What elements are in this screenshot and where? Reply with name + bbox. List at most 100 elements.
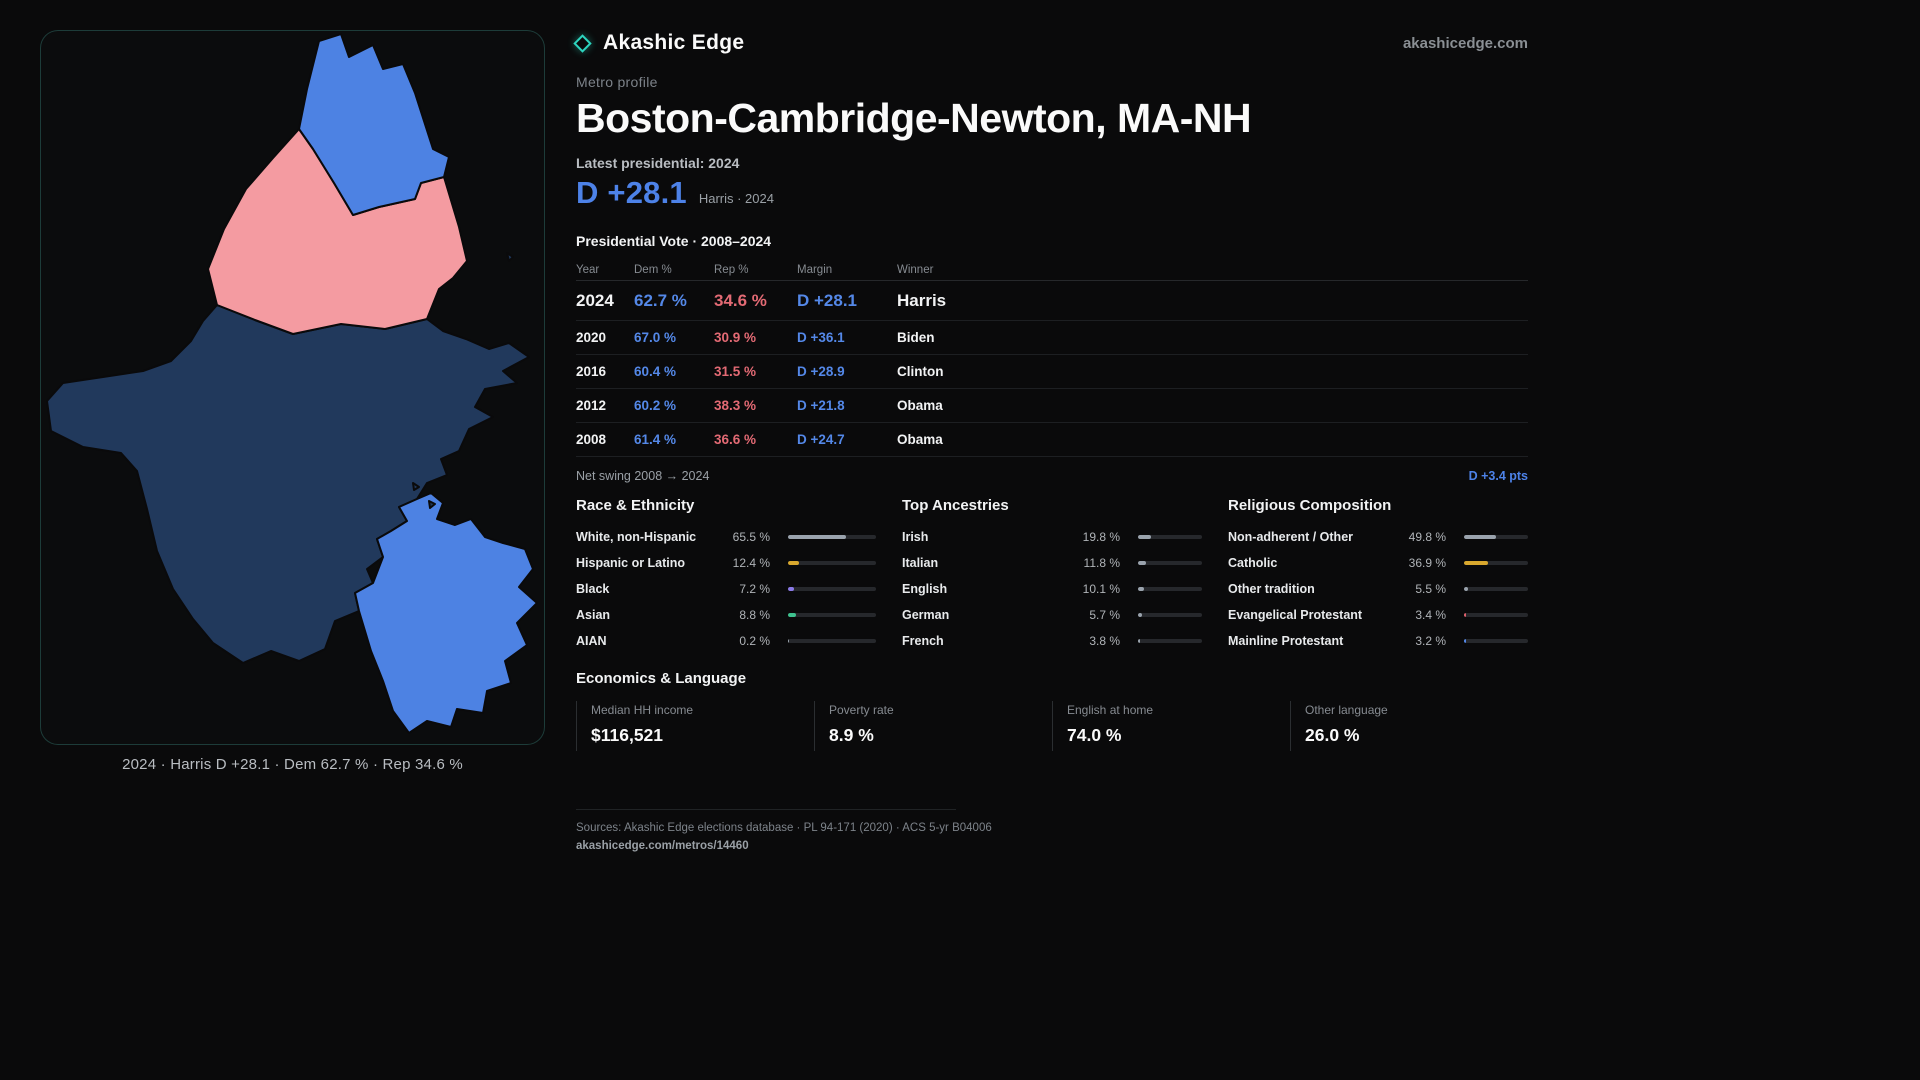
- table-row-2020: 2020 67.0 % 30.9 % D +36.1 Biden: [576, 321, 1528, 356]
- map-island: [412, 482, 420, 491]
- table-row-2016: 2016 60.4 % 31.5 % D +28.9 Clinton: [576, 355, 1528, 390]
- demo-bar-fill: [1138, 639, 1141, 644]
- net-swing-label: Net swing 2008 → 2024: [576, 469, 710, 484]
- cell-margin: D +28.9: [797, 364, 845, 380]
- demo-label: AIAN: [576, 634, 607, 649]
- demo-row: Evangelical Protestant 3.4 %: [1228, 602, 1528, 628]
- cell-dem: 60.2 %: [634, 398, 677, 414]
- map-island: [506, 252, 514, 262]
- demo-row: German 5.7 %: [902, 602, 1202, 628]
- demo-bar-track: [788, 613, 876, 618]
- demo-column-title: Top Ancestries: [902, 497, 1009, 515]
- site-link[interactable]: akashicedge.com: [1402, 34, 1528, 52]
- race-ethnicity-column: Race & Ethnicity White, non-Hispanic 65.…: [576, 497, 876, 654]
- demo-bar-fill: [1464, 613, 1467, 618]
- demo-row: English 10.1 %: [902, 576, 1202, 602]
- cell-year: 2024: [576, 290, 614, 310]
- demo-label: Italian: [902, 556, 939, 571]
- cell-rep: 30.9 %: [714, 330, 757, 346]
- demo-value: 36.9 %: [1408, 556, 1446, 571]
- demo-bar-track: [1138, 613, 1202, 618]
- col-rep: Rep %: [714, 263, 749, 276]
- demo-bar-track: [1464, 639, 1528, 644]
- demo-label: English: [902, 582, 948, 597]
- map-panel: [40, 30, 545, 745]
- table-row-2008: 2008 61.4 % 36.6 % D +24.7 Obama: [576, 423, 1528, 458]
- net-swing-row: Net swing 2008 → 2024 D +3.4 pts: [576, 457, 1528, 483]
- demo-label: French: [902, 634, 944, 649]
- stat-label: English at home: [1067, 703, 1154, 718]
- economics-title: Economics & Language: [576, 670, 747, 688]
- cell-dem: 61.4 %: [634, 432, 677, 448]
- cell-year: 2020: [576, 330, 607, 346]
- cell-year: 2012: [576, 398, 607, 414]
- cell-winner: Obama: [897, 398, 943, 414]
- demo-label: Hispanic or Latino: [576, 556, 686, 571]
- net-swing-value: D +3.4 pts: [1468, 469, 1528, 484]
- cell-margin: D +36.1: [797, 330, 845, 346]
- map-caption: 2024 · Harris D +28.1 · Dem 62.7 % · Rep…: [122, 756, 463, 773]
- demo-bar-track: [788, 561, 876, 566]
- demo-row: Italian 11.8 %: [902, 550, 1202, 576]
- demo-label: Irish: [902, 530, 929, 545]
- demo-bar-track: [1138, 561, 1202, 566]
- demo-value: 10.1 %: [1082, 582, 1120, 597]
- map-region-north-county[interactable]: [298, 33, 450, 216]
- demo-bar-fill: [1464, 535, 1496, 540]
- demo-value: 0.2 %: [739, 634, 770, 649]
- demo-value: 11.8 %: [1083, 556, 1120, 571]
- demo-value: 3.4 %: [1415, 608, 1446, 623]
- footer-divider: [576, 809, 956, 811]
- headline-margin-value: D +28.1: [576, 175, 687, 211]
- cell-rep: 36.6 %: [714, 432, 757, 448]
- cell-rep: 34.6 %: [714, 290, 767, 310]
- demo-value: 12.4 %: [732, 556, 770, 571]
- vote-table: Year Dem % Rep % Margin Winner 2024 62.7…: [576, 259, 1528, 458]
- stat-label: Other language: [1305, 703, 1388, 718]
- demo-bar-track: [788, 535, 876, 540]
- brand: Akashic Edge: [573, 31, 744, 55]
- demo-row: Mainline Protestant 3.2 %: [1228, 628, 1528, 654]
- demo-row: White, non-Hispanic 65.5 %: [576, 524, 876, 550]
- demo-value: 49.8 %: [1408, 530, 1446, 545]
- demo-bar-track: [1464, 587, 1528, 592]
- vote-table-title: Presidential Vote · 2008–2024: [576, 233, 772, 250]
- demographics-section: Race & Ethnicity White, non-Hispanic 65.…: [576, 497, 1528, 654]
- demo-bar-track: [1138, 535, 1202, 540]
- latest-presidential-label: Latest presidential: 2024: [576, 155, 740, 172]
- demo-bar-fill: [1464, 587, 1468, 592]
- cell-margin: D +21.8: [797, 398, 845, 414]
- cell-dem: 60.4 %: [634, 364, 677, 380]
- demo-label: Asian: [576, 608, 611, 623]
- demo-row: Black 7.2 %: [576, 576, 876, 602]
- cell-rep: 38.3 %: [714, 398, 757, 414]
- cell-year: 2008: [576, 432, 607, 448]
- col-winner: Winner: [897, 263, 934, 276]
- page-title: Boston-Cambridge-Newton, MA-NH: [576, 95, 1252, 141]
- permalink-link[interactable]: akashicedge.com/metros/14460: [576, 840, 749, 853]
- stat-value: $116,521: [591, 725, 664, 746]
- demo-bar-fill: [788, 561, 799, 566]
- demo-value: 5.5 %: [1415, 582, 1446, 597]
- demo-value: 3.8 %: [1089, 634, 1120, 649]
- demo-label: Mainline Protestant: [1228, 634, 1344, 649]
- demo-row: Irish 19.8 %: [902, 524, 1202, 550]
- col-dem: Dem %: [634, 263, 672, 276]
- demo-label: Other tradition: [1228, 582, 1315, 597]
- vote-table-header: Year Dem % Rep % Margin Winner: [576, 259, 1528, 282]
- demo-row: Catholic 36.9 %: [1228, 550, 1528, 576]
- metro-map: [46, 33, 538, 734]
- demo-label: Black: [576, 582, 610, 597]
- stat-english-at-home: English at home 74.0 %: [1052, 701, 1290, 752]
- demo-bar-fill: [1464, 561, 1488, 566]
- cell-rep: 31.5 %: [714, 364, 757, 380]
- religion-column: Religious Composition Non-adherent / Oth…: [1228, 497, 1528, 654]
- cell-winner: Harris: [897, 290, 947, 310]
- demo-column-title: Race & Ethnicity: [576, 497, 695, 515]
- cell-dem: 67.0 %: [634, 330, 677, 346]
- demo-bar-fill: [1138, 613, 1142, 618]
- map-region-south-county[interactable]: [354, 492, 538, 734]
- cell-winner: Biden: [897, 330, 935, 346]
- cell-winner: Clinton: [897, 364, 944, 380]
- demo-bar-fill: [788, 535, 846, 540]
